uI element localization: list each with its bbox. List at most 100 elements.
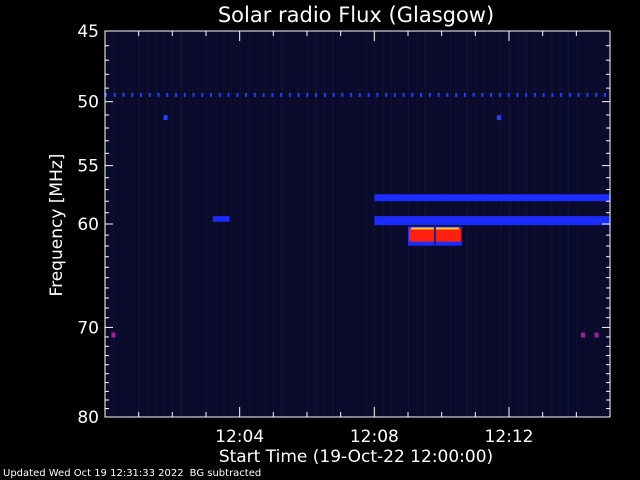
noise-stripe [323, 31, 325, 417]
emission-line-dot [166, 92, 169, 97]
emission-line-dot [227, 92, 230, 97]
noise-stripe [231, 31, 233, 417]
emission-line-dot [297, 92, 300, 97]
noise-stripe [155, 31, 157, 417]
emission-line-dot [148, 92, 151, 97]
emission-line-dot [481, 92, 484, 97]
noise-stripe [357, 31, 359, 417]
emission-line-dot [455, 92, 458, 97]
noise-stripe [315, 31, 317, 417]
noise-stripe [264, 31, 266, 417]
emission-band [212, 216, 230, 222]
emission-line-dot [113, 92, 116, 97]
emission-line-dot [122, 92, 125, 97]
noise-stripe [298, 31, 300, 417]
y-axis-label: Frequency [MHz] [47, 154, 67, 297]
y-tick-label: 60 [77, 215, 99, 235]
emission-line-dot [131, 92, 134, 97]
noise-stripe [138, 31, 140, 417]
noise-stripe [349, 31, 351, 417]
emission-line-dot [586, 92, 589, 97]
emission-line-dot [376, 92, 379, 97]
y-tick-label: 80 [77, 408, 99, 428]
emission-line-dot [437, 92, 440, 97]
emission-line-dot [595, 92, 598, 97]
emission-dot [111, 332, 116, 338]
noise-stripe [206, 31, 207, 417]
noise-stripe [197, 31, 199, 417]
chart-title: Solar radio Flux (Glasgow) [218, 3, 494, 27]
noise-stripe [189, 31, 191, 417]
emission-line-dot [525, 92, 528, 97]
emission-line-dot [577, 92, 580, 97]
emission-line-dot [157, 92, 160, 97]
emission-line-dot [367, 92, 370, 97]
emission-dot [581, 332, 586, 338]
emission-line-dot [350, 92, 353, 97]
emission-line-dot [393, 92, 396, 97]
emission-line-dot [332, 92, 335, 97]
footer-updated: Updated Wed Oct 19 12:31:33 2022 [3, 468, 184, 479]
noise-stripe [273, 31, 275, 417]
emission-line-dot [341, 92, 344, 97]
emission-line-dot [490, 92, 493, 97]
noise-stripe [147, 31, 149, 417]
emission-line-dot [411, 92, 414, 97]
emission-line-dot [218, 92, 221, 97]
noise-stripe [332, 31, 334, 417]
emission-dot [496, 115, 501, 121]
emission-line-dot [428, 92, 431, 97]
emission-dot [594, 332, 599, 338]
emission-line-dot [472, 92, 475, 97]
noise-stripe [256, 31, 258, 417]
noise-stripe [172, 31, 174, 417]
emission-line-dot [271, 92, 274, 97]
emission-line-dot [192, 92, 195, 97]
noise-stripe [113, 31, 115, 417]
noise-stripe [130, 31, 132, 417]
emission-line-dot [603, 92, 606, 97]
noise-stripe [290, 31, 292, 417]
x-axis-label: Start Time (19-Oct-22 12:00:00) [219, 447, 493, 467]
y-tick-label: 70 [77, 318, 99, 338]
noise-stripe [248, 31, 250, 417]
emission-line-dot [262, 92, 265, 97]
emission-line-dot [402, 92, 405, 97]
x-tick-label: 12:12 [485, 427, 534, 447]
x-tick-label: 12:04 [215, 427, 264, 447]
emission-line-dot [533, 92, 536, 97]
noise-stripe [239, 31, 241, 417]
emission-line-dot [105, 92, 107, 97]
y-tick-label: 55 [77, 157, 99, 177]
emission-line-dot [175, 92, 178, 97]
emission-line-dot [358, 92, 361, 97]
emission-line-dot [236, 92, 239, 97]
emission-line-dot [140, 92, 143, 97]
noise-stripe [307, 31, 308, 417]
emission-line-dot [551, 92, 554, 97]
emission-line-dot [516, 92, 519, 97]
emission-line-dot [183, 92, 186, 97]
noise-stripe [180, 31, 182, 417]
emission-line-dot [385, 92, 388, 97]
emission-line-dot [507, 92, 510, 97]
noise-stripe [365, 31, 367, 417]
emission-line-dot [498, 92, 501, 97]
emission-band [374, 216, 610, 226]
noise-stripe [214, 31, 216, 417]
emission-line-dot [280, 92, 283, 97]
noise-stripe [340, 31, 342, 417]
emission-line-dot [568, 92, 571, 97]
noise-stripe [281, 31, 283, 417]
footer-note: BG subtracted [189, 468, 262, 479]
noise-stripe [121, 31, 123, 417]
emission-dot [163, 115, 168, 121]
footer: Updated Wed Oct 19 12:31:33 2022 BG subtr… [3, 468, 267, 479]
y-tick-label: 45 [77, 22, 99, 42]
emission-line-dot [306, 92, 309, 97]
burst-gap [433, 226, 436, 246]
emission-band [374, 194, 610, 202]
noise-stripe [222, 31, 224, 417]
emission-line-dot [210, 92, 213, 97]
